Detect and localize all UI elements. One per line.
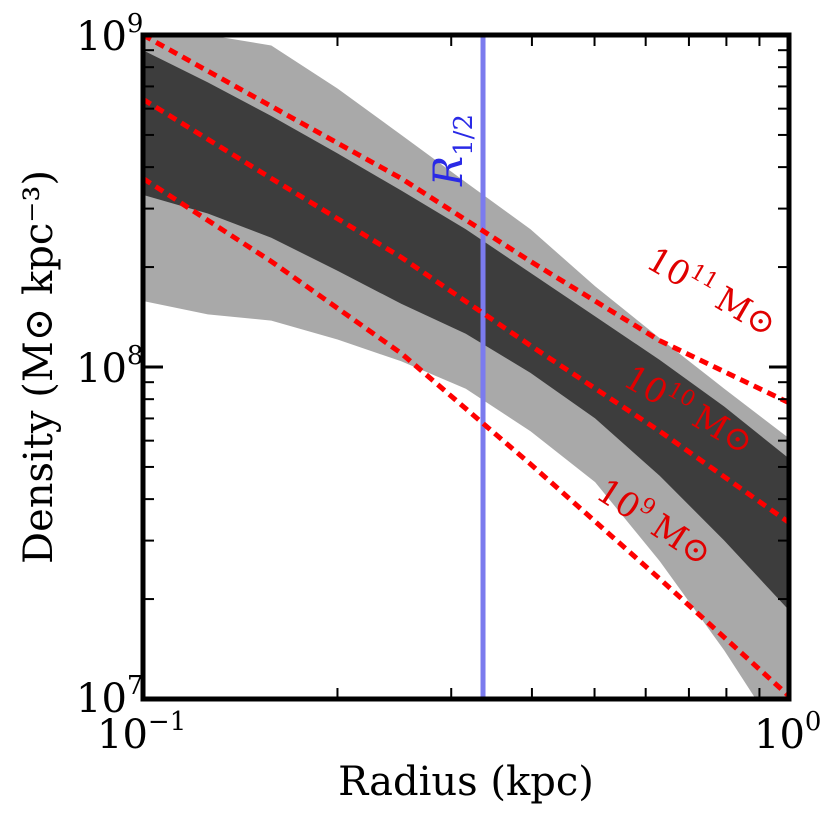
- y-tick-label-1e9: 109: [76, 9, 143, 60]
- y-tick-label-1e8: 108: [76, 341, 143, 392]
- x-tick-label-0.1: 10−1: [97, 707, 186, 758]
- y-tick-label-1e7: 107: [76, 671, 143, 722]
- dashed-line-1e10: [143, 97, 789, 525]
- half-light-radius-label: R1/2: [426, 114, 479, 187]
- annotation-1e11: 1011M⊙: [640, 238, 784, 346]
- inner-confidence-band: [143, 50, 789, 611]
- x-axis-label: Radius (kpc): [338, 759, 594, 805]
- plot-frame: [140, 32, 792, 702]
- y-axis-label: Density (M⊙ kpc⁻³): [16, 170, 62, 564]
- dashed-line-1e9: [143, 176, 789, 698]
- dashed-line-1e11: [143, 35, 789, 406]
- x-tick-label-1: 100: [754, 707, 821, 758]
